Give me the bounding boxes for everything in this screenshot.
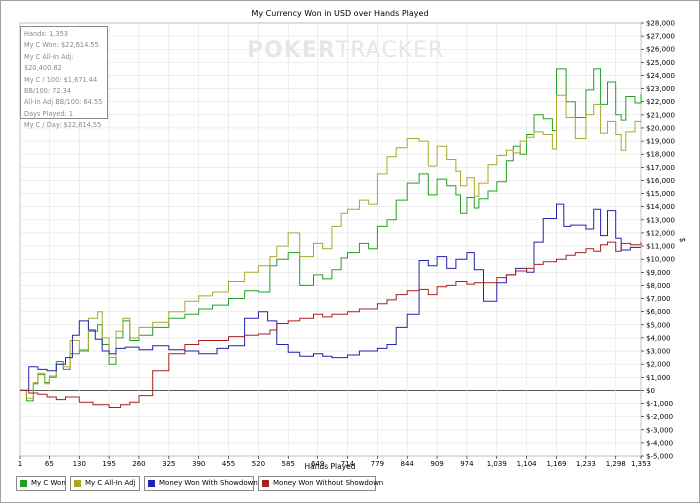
legend-swatch bbox=[262, 480, 269, 487]
x-axis-ticks: 1 65 130 195 260 325 390 455 520 585 649 714 779 844 9… bbox=[18, 456, 651, 468]
x-tick-label: 195 bbox=[102, 460, 115, 468]
y-tick-label: $27,000 bbox=[646, 33, 675, 41]
x-tick-label: 325 bbox=[162, 460, 175, 468]
x-tick-label: 779 bbox=[371, 460, 384, 468]
grid-lines bbox=[19, 22, 642, 457]
stat-bb-100: BB/100: 72.34 bbox=[24, 87, 72, 96]
series-line-money-won-with-showdown bbox=[20, 203, 641, 391]
legend-label: My C Won bbox=[31, 479, 66, 487]
x-tick-label: 909 bbox=[430, 460, 443, 468]
y-tick-label: $0 bbox=[646, 387, 655, 395]
x-tick-label: 1,169 bbox=[546, 460, 566, 468]
y-tick-label: $3,000 bbox=[646, 348, 671, 356]
legend-swatch bbox=[20, 480, 27, 487]
y-tick-label: $19,000 bbox=[646, 138, 675, 146]
chart-title: My Currency Won in USD over Hands Played bbox=[251, 9, 428, 18]
y-tick-label: $23,000 bbox=[646, 85, 675, 93]
x-tick-label: 65 bbox=[45, 460, 54, 468]
y-tick-label: $22,000 bbox=[646, 98, 675, 106]
stat-per-100: My C / 100: $1,671.44 bbox=[24, 75, 98, 84]
y-tick-label: $5,000 bbox=[646, 321, 671, 329]
legend-item-my-c-all-in-adj[interactable]: My C All-In Adj bbox=[70, 476, 140, 491]
y-tick-label: $11,000 bbox=[646, 243, 675, 251]
x-tick-label: 455 bbox=[222, 460, 235, 468]
legend-label: Money Won Without Showdown bbox=[273, 479, 384, 487]
y-tick-label: $17,000 bbox=[646, 164, 675, 172]
y-tick-label: $4,000 bbox=[646, 334, 671, 342]
x-tick-label: 260 bbox=[132, 460, 145, 468]
legend-item-money-won-without-showdown[interactable]: Money Won Without Showdown bbox=[258, 476, 383, 491]
legend-swatch bbox=[74, 480, 81, 487]
series-line-my-c-all-in-adj bbox=[20, 94, 642, 399]
series-line-money-won-without-showdown bbox=[20, 241, 642, 408]
legend-item-my-c-won[interactable]: My C Won bbox=[16, 476, 66, 491]
y-tick-label: $12,000 bbox=[646, 229, 675, 237]
y-tick-label: $26,000 bbox=[646, 46, 675, 54]
x-tick-label: 649 bbox=[311, 460, 324, 468]
y-tick-label: $7,000 bbox=[646, 295, 671, 303]
x-tick-label: 130 bbox=[73, 460, 86, 468]
y-tick-label: $14,000 bbox=[646, 203, 675, 211]
stat-per-day: My C / Day: $22,614.55 bbox=[24, 121, 102, 130]
y-tick-label: $10,000 bbox=[646, 256, 675, 264]
y-tick-label: $-4,000 bbox=[646, 439, 673, 447]
stats-box: Hands: 1,353 My C Won: $22,614.55 My C A… bbox=[20, 26, 108, 129]
plot-area-border bbox=[19, 22, 642, 457]
y-tick-label: $-5,000 bbox=[646, 453, 673, 461]
y-tick-label: $6,000 bbox=[646, 308, 671, 316]
stat-won: My C Won: $22,614.55 bbox=[24, 41, 99, 50]
y-axis-ticks: $28,000 $27,000 $26,000 $25,000 $24,000 $23,0… bbox=[641, 20, 675, 461]
series-lines bbox=[20, 68, 642, 408]
x-tick-label: 1,039 bbox=[487, 460, 507, 468]
x-tick-label: 390 bbox=[192, 460, 205, 468]
y-tick-label: $20,000 bbox=[646, 124, 675, 132]
x-tick-label: 1,233 bbox=[576, 460, 596, 468]
y-tick-label: $9,000 bbox=[646, 269, 671, 277]
y-tick-label: $24,000 bbox=[646, 72, 675, 80]
x-tick-label: 974 bbox=[460, 460, 474, 468]
y-tick-label: $25,000 bbox=[646, 59, 675, 67]
stat-allin-adj: My C All-In Adj: $20,400.82 bbox=[24, 52, 74, 73]
legend-swatch bbox=[148, 480, 155, 487]
y-tick-label: $16,000 bbox=[646, 177, 675, 185]
y-tick-label: $1,000 bbox=[646, 374, 671, 382]
y-tick-label: $21,000 bbox=[646, 111, 675, 119]
legend-label: Money Won With Showdown bbox=[159, 479, 258, 487]
stat-hands: Hands: 1,353 bbox=[24, 30, 68, 38]
x-tick-label: 520 bbox=[252, 460, 265, 468]
stat-allin-bb-100: All-In Adj BB/100: 64.55 bbox=[24, 98, 103, 107]
pokertracker-watermark-logo: POKERTRACKER bbox=[247, 38, 445, 63]
y-tick-label: $28,000 bbox=[646, 20, 675, 28]
legend-label: My C All-In Adj bbox=[85, 479, 136, 487]
stat-days-played: Days Played: 1 bbox=[24, 109, 74, 118]
y-tick-label: $15,000 bbox=[646, 190, 675, 198]
y-tick-label: $-1,000 bbox=[646, 400, 673, 408]
x-tick-label: 844 bbox=[401, 460, 415, 468]
y-tick-label: $8,000 bbox=[646, 282, 671, 290]
y-tick-label: $13,000 bbox=[646, 216, 675, 224]
y-tick-label: $-3,000 bbox=[646, 426, 673, 434]
x-axis-label: Hands Played bbox=[304, 462, 355, 471]
y-tick-label: $-2,000 bbox=[646, 413, 673, 421]
x-tick-label: 1,104 bbox=[517, 460, 538, 468]
x-tick-label: 1 bbox=[18, 460, 22, 468]
y-tick-label: $2,000 bbox=[646, 361, 671, 369]
x-tick-label: 1,298 bbox=[606, 460, 626, 468]
y-axis-label: $ bbox=[678, 238, 687, 243]
legend-item-money-won-with-showdown[interactable]: Money Won With Showdown bbox=[144, 476, 258, 491]
y-tick-label: $18,000 bbox=[646, 151, 675, 159]
x-tick-label: 714 bbox=[341, 460, 355, 468]
x-tick-label: 1,353 bbox=[631, 460, 651, 468]
x-tick-label: 585 bbox=[282, 460, 295, 468]
